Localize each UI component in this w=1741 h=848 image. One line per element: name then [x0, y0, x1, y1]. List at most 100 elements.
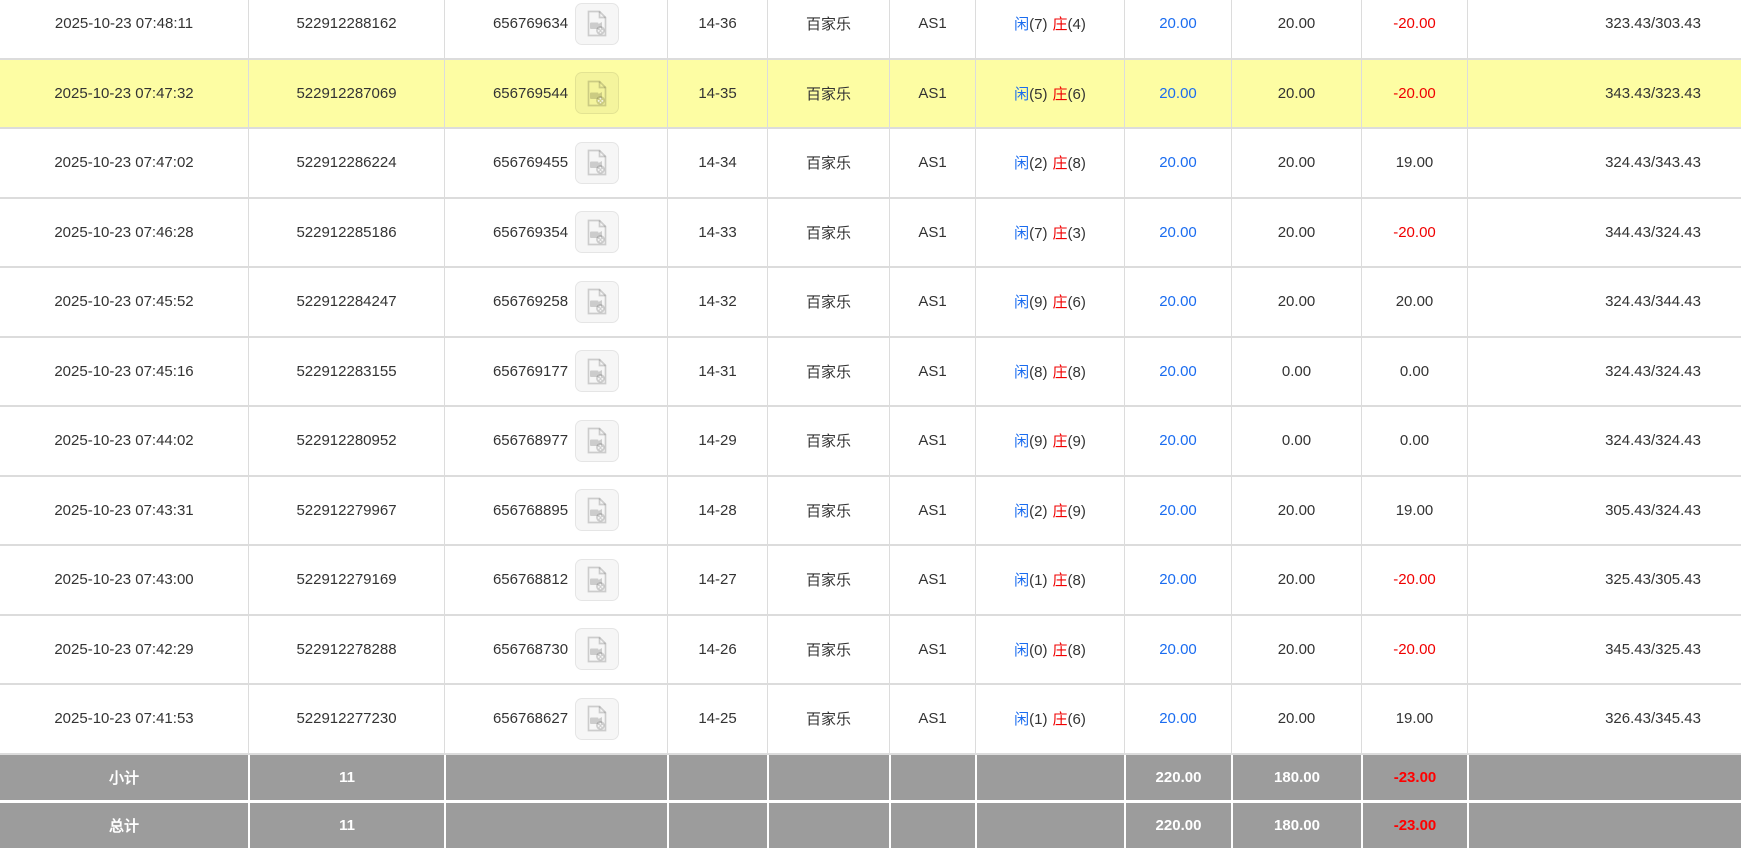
table-name-cell: AS1 — [889, 59, 975, 129]
balance-cell: 323.43/303.43 — [1467, 0, 1741, 60]
valid-amount-cell: 20.00 — [1231, 129, 1361, 199]
video-replay-button[interactable] — [575, 72, 620, 115]
balance-cell: 345.43/325.43 — [1467, 615, 1741, 685]
summary-count-cell: 11 — [248, 802, 444, 848]
game-number: 656768895 — [492, 501, 569, 519]
bet-time-cell: 2025-10-23 07:45:16 — [0, 338, 248, 407]
video-replay-button[interactable] — [575, 2, 620, 45]
summary-empty-cell — [767, 802, 889, 848]
win-loss-cell: 19.00 — [1361, 129, 1467, 199]
bet-time-cell: 2025-10-23 07:43:00 — [0, 546, 248, 616]
table-row[interactable]: 2025-10-23 07:43:31 522912279967 6567688… — [0, 476, 1741, 546]
result-banker-points: (9) — [1067, 433, 1086, 451]
table-row[interactable]: 2025-10-23 07:45:52 522912284247 6567692… — [0, 268, 1741, 338]
win-loss-cell: -20.00 — [1361, 59, 1467, 129]
order-id-cell: 522912284247 — [248, 268, 444, 338]
summary-win-loss-cell: -23.00 — [1361, 754, 1467, 803]
result-banker-points: (8) — [1067, 641, 1086, 659]
order-id-cell: 522912287069 — [248, 59, 444, 129]
valid-amount-cell: 0.00 — [1231, 337, 1361, 407]
summary-empty-cell — [1467, 754, 1741, 803]
result-banker-label: 庄 — [1052, 572, 1068, 590]
result-cell: 闲(2) 庄(9) — [975, 476, 1124, 546]
round-cell: 14-27 — [667, 546, 767, 616]
result-player-points: (7) — [1029, 224, 1048, 242]
video-file-icon — [587, 636, 607, 663]
table-row[interactable]: 2025-10-23 07:43:00 522912279169 6567688… — [0, 546, 1741, 616]
result-cell: 闲(1) 庄(8) — [975, 546, 1124, 616]
result-player-points: (9) — [1029, 294, 1048, 312]
game-number: 656769455 — [492, 154, 569, 172]
table-row[interactable]: 2025-10-23 07:46:28 522912285186 6567693… — [0, 198, 1741, 268]
result-player-label: 闲 — [1014, 16, 1030, 34]
video-replay-button[interactable] — [575, 489, 620, 532]
bet-amount-cell: 20.00 — [1124, 685, 1231, 755]
result-cell: 闲(7) 庄(4) — [975, 0, 1124, 60]
bet-amount-cell: 20.00 — [1124, 337, 1231, 407]
result-player-label: 闲 — [1014, 502, 1030, 520]
result-banker-label: 庄 — [1052, 16, 1068, 34]
bet-amount-cell: 20.00 — [1124, 476, 1231, 546]
round-cell: 14-32 — [667, 268, 767, 338]
result-cell: 闲(7) 庄(3) — [975, 198, 1124, 268]
video-replay-button[interactable] — [575, 419, 620, 462]
table-name-cell: AS1 — [889, 129, 975, 199]
result-player-label: 闲 — [1014, 294, 1030, 312]
table-row[interactable]: 2025-10-23 07:47:02 522912286224 6567694… — [0, 129, 1741, 199]
bet-amount-cell: 20.00 — [1124, 615, 1231, 685]
summary-row: 总计 11 220.00 180.00 -23.00 — [0, 802, 1741, 848]
round-cell: 14-33 — [667, 198, 767, 268]
valid-amount-cell: 20.00 — [1231, 476, 1361, 546]
video-file-icon — [587, 705, 607, 732]
win-loss-cell: -20.00 — [1361, 0, 1467, 60]
valid-amount-cell: 20.00 — [1231, 546, 1361, 616]
result-banker-points: (8) — [1067, 572, 1086, 590]
table-row[interactable]: 2025-10-23 07:44:02 522912280952 6567689… — [0, 407, 1741, 477]
balance-cell: 324.43/324.43 — [1467, 407, 1741, 477]
video-replay-button[interactable] — [575, 697, 620, 740]
summary-empty-cell — [975, 802, 1124, 848]
video-replay-button[interactable] — [575, 141, 620, 184]
video-replay-button[interactable] — [575, 280, 620, 323]
video-replay-button[interactable] — [575, 211, 620, 254]
summary-bet-cell: 220.00 — [1124, 754, 1231, 803]
valid-amount-cell: 20.00 — [1231, 198, 1361, 268]
bet-time-cell: 2025-10-23 07:41:53 — [0, 685, 248, 755]
result-banker-label: 庄 — [1052, 502, 1068, 520]
balance-cell: 326.43/345.43 — [1467, 685, 1741, 755]
summary-row: 小计 11 220.00 180.00 -23.00 — [0, 754, 1741, 803]
result-banker-points: (3) — [1067, 224, 1086, 242]
summary-empty-cell — [975, 754, 1124, 803]
order-id-cell: 522912283155 — [248, 337, 444, 407]
order-id-cell: 522912279967 — [248, 476, 444, 546]
summary-count-cell: 11 — [248, 754, 444, 803]
video-file-icon — [587, 219, 607, 246]
valid-amount-cell: 20.00 — [1231, 268, 1361, 338]
result-banker-label: 庄 — [1052, 711, 1068, 729]
game-number: 656769354 — [492, 223, 569, 241]
video-file-icon — [587, 288, 607, 315]
video-replay-button[interactable] — [575, 350, 620, 393]
table-row[interactable]: 2025-10-23 07:47:32 522912287069 6567695… — [0, 59, 1741, 129]
video-replay-button[interactable] — [575, 628, 620, 671]
video-file-icon — [587, 358, 607, 385]
table-row[interactable]: 2025-10-23 07:41:53 522912277230 6567686… — [0, 685, 1741, 755]
game-type-cell: 百家乐 — [767, 0, 889, 60]
bet-time-cell: 2025-10-23 07:42:29 — [0, 616, 248, 685]
game-type-cell: 百家乐 — [767, 337, 889, 407]
table-row[interactable]: 2025-10-23 07:42:29 522912278288 6567687… — [0, 615, 1741, 685]
valid-amount-cell: 20.00 — [1231, 615, 1361, 685]
summary-label-cell: 总计 — [0, 802, 248, 848]
table-row[interactable]: 2025-10-23 07:48:11 522912288162 6567696… — [0, 0, 1741, 60]
win-loss-cell: 19.00 — [1361, 476, 1467, 546]
video-replay-button[interactable] — [575, 558, 620, 601]
game-type-cell: 百家乐 — [767, 615, 889, 685]
game-type-cell: 百家乐 — [767, 476, 889, 546]
round-cell: 14-34 — [667, 129, 767, 199]
table-name-cell: AS1 — [889, 615, 975, 685]
table-name-cell: AS1 — [889, 268, 975, 338]
table-row[interactable]: 2025-10-23 07:45:16 522912283155 6567691… — [0, 337, 1741, 407]
summary-empty-cell — [444, 754, 667, 803]
round-cell: 14-25 — [667, 685, 767, 755]
